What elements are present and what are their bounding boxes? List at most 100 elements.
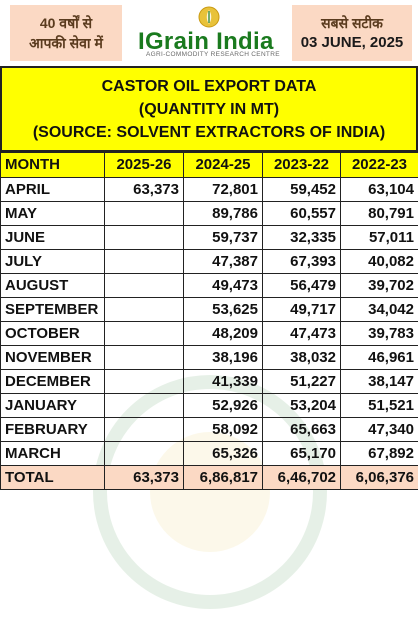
value-cell: 39,702 bbox=[341, 274, 418, 298]
month-cell: OCTOBER bbox=[1, 322, 105, 346]
month-cell: MAY bbox=[1, 202, 105, 226]
column-header: 2023-22 bbox=[263, 153, 341, 178]
value-cell: 65,170 bbox=[263, 442, 341, 466]
brand-logo: IGrain India AGRI-COMMODITY RESEARCH CEN… bbox=[128, 4, 288, 62]
value-cell: 89,786 bbox=[184, 202, 263, 226]
value-cell: 67,892 bbox=[341, 442, 418, 466]
value-cell: 53,204 bbox=[263, 394, 341, 418]
value-cell: 38,032 bbox=[263, 346, 341, 370]
value-cell: 56,479 bbox=[263, 274, 341, 298]
value-cell bbox=[105, 346, 184, 370]
month-cell: FEBRUARY bbox=[1, 418, 105, 442]
value-cell bbox=[105, 370, 184, 394]
month-cell: APRIL bbox=[1, 178, 105, 202]
value-cell: 34,042 bbox=[341, 298, 418, 322]
value-cell: 32,335 bbox=[263, 226, 341, 250]
title-block: CASTOR OIL EXPORT DATA (QUANTITY IN MT) … bbox=[0, 66, 418, 152]
export-table: MONTH 2025-26 2024-25 2023-22 2022-23 AP… bbox=[0, 152, 418, 490]
total-label: TOTAL bbox=[1, 466, 105, 490]
value-cell: 49,473 bbox=[184, 274, 263, 298]
value-cell bbox=[105, 202, 184, 226]
value-cell: 38,147 bbox=[341, 370, 418, 394]
value-cell bbox=[105, 418, 184, 442]
value-cell: 48,209 bbox=[184, 322, 263, 346]
value-cell: 53,625 bbox=[184, 298, 263, 322]
value-cell: 51,227 bbox=[263, 370, 341, 394]
month-cell: MARCH bbox=[1, 442, 105, 466]
value-cell bbox=[105, 322, 184, 346]
value-cell: 47,340 bbox=[341, 418, 418, 442]
total-value-cell: 63,373 bbox=[105, 466, 184, 490]
month-cell: NOVEMBER bbox=[1, 346, 105, 370]
month-cell: SEPTEMBER bbox=[1, 298, 105, 322]
column-header: 2025-26 bbox=[105, 153, 184, 178]
value-cell: 41,339 bbox=[184, 370, 263, 394]
value-cell: 59,737 bbox=[184, 226, 263, 250]
value-cell: 51,521 bbox=[341, 394, 418, 418]
value-cell: 65,326 bbox=[184, 442, 263, 466]
value-cell: 60,557 bbox=[263, 202, 341, 226]
tagline-line-1: 40 वर्षों से bbox=[40, 13, 92, 33]
value-cell: 59,452 bbox=[263, 178, 341, 202]
table-wrapper: MONTH 2025-26 2024-25 2023-22 2022-23 AP… bbox=[0, 152, 418, 508]
value-cell: 49,717 bbox=[263, 298, 341, 322]
total-value-cell: 6,06,376 bbox=[341, 466, 418, 490]
value-cell bbox=[105, 394, 184, 418]
title-line-1: CASTOR OIL EXPORT DATA bbox=[102, 75, 317, 98]
column-header: 2024-25 bbox=[184, 153, 263, 178]
value-cell: 47,387 bbox=[184, 250, 263, 274]
value-cell: 63,104 bbox=[341, 178, 418, 202]
value-cell bbox=[105, 442, 184, 466]
date-box: सबसे सटीक 03 JUNE, 2025 bbox=[292, 5, 412, 61]
value-cell: 72,801 bbox=[184, 178, 263, 202]
value-cell bbox=[105, 274, 184, 298]
value-cell: 40,082 bbox=[341, 250, 418, 274]
value-cell bbox=[105, 250, 184, 274]
title-line-2: (QUANTITY IN MT) bbox=[139, 98, 279, 121]
value-cell bbox=[105, 226, 184, 250]
grain-globe-icon bbox=[198, 6, 220, 28]
month-cell: AUGUST bbox=[1, 274, 105, 298]
tagline-line-2: आपकी सेवा में bbox=[29, 33, 103, 53]
report-date: 03 JUNE, 2025 bbox=[301, 33, 404, 53]
total-value-cell: 6,86,817 bbox=[184, 466, 263, 490]
column-header: 2022-23 bbox=[341, 153, 418, 178]
page: 40 वर्षों से आपकी सेवा में IGrain India … bbox=[0, 0, 418, 508]
accuracy-label: सबसे सटीक bbox=[321, 13, 383, 33]
value-cell: 39,783 bbox=[341, 322, 418, 346]
value-cell: 46,961 bbox=[341, 346, 418, 370]
value-cell bbox=[105, 298, 184, 322]
header: 40 वर्षों से आपकी सेवा में IGrain India … bbox=[0, 0, 418, 66]
month-cell: JUNE bbox=[1, 226, 105, 250]
column-header: MONTH bbox=[1, 153, 105, 178]
value-cell: 38,196 bbox=[184, 346, 263, 370]
month-cell: JANUARY bbox=[1, 394, 105, 418]
month-cell: JULY bbox=[1, 250, 105, 274]
tagline-box: 40 वर्षों से आपकी सेवा में bbox=[10, 5, 122, 61]
value-cell: 52,926 bbox=[184, 394, 263, 418]
value-cell: 80,791 bbox=[341, 202, 418, 226]
value-cell: 58,092 bbox=[184, 418, 263, 442]
logo-tagline: AGRI-COMMODITY RESEARCH CENTRE bbox=[146, 51, 280, 58]
value-cell: 63,373 bbox=[105, 178, 184, 202]
total-value-cell: 6,46,702 bbox=[263, 466, 341, 490]
value-cell: 65,663 bbox=[263, 418, 341, 442]
value-cell: 57,011 bbox=[341, 226, 418, 250]
table-header-row: MONTH 2025-26 2024-25 2023-22 2022-23 bbox=[1, 153, 418, 178]
title-line-3: (SOURCE: SOLVENT EXTRACTORS OF INDIA) bbox=[33, 121, 385, 144]
value-cell: 67,393 bbox=[263, 250, 341, 274]
